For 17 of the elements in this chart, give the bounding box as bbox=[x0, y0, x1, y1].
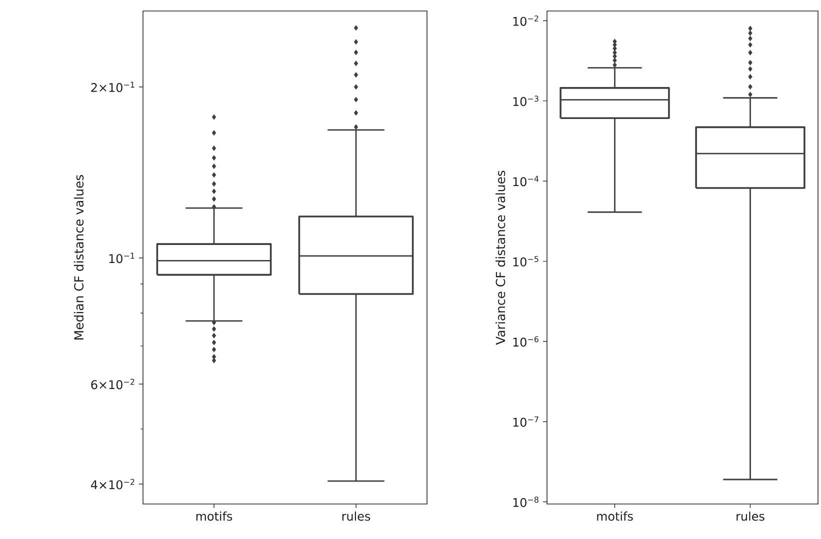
y-tick-label: 10$^{−3}$ bbox=[513, 96, 538, 106]
x-tick-label: rules bbox=[342, 512, 370, 521]
y-tick-label: 10$^{−5}$ bbox=[513, 256, 538, 266]
y-axis-title: Median CF distance values bbox=[74, 174, 84, 340]
y-tick-label: 10$^{−2}$ bbox=[513, 15, 538, 26]
x-tick-label: motifs bbox=[597, 512, 633, 521]
y-tick-label: 10$^{−6}$ bbox=[513, 336, 538, 347]
y-tick-label: 10$^{−4}$ bbox=[513, 176, 539, 186]
x-tick-label: rules bbox=[736, 512, 764, 521]
y-axis-title: Variance CF distance values bbox=[496, 170, 506, 345]
x-tick-label: motifs bbox=[196, 512, 232, 521]
y-tick-label: 10$^{−8}$ bbox=[513, 496, 538, 508]
y-tick-label: 4×10$^{−2}$ bbox=[90, 478, 134, 490]
y-tick-label: 6×10$^{−2}$ bbox=[91, 378, 134, 390]
y-tick-label: 2×10$^{−1}$ bbox=[91, 82, 134, 92]
y-tick-label: 10$^{−7}$ bbox=[513, 416, 538, 427]
y-tick-label: 10$^{−1}$ bbox=[109, 252, 134, 264]
